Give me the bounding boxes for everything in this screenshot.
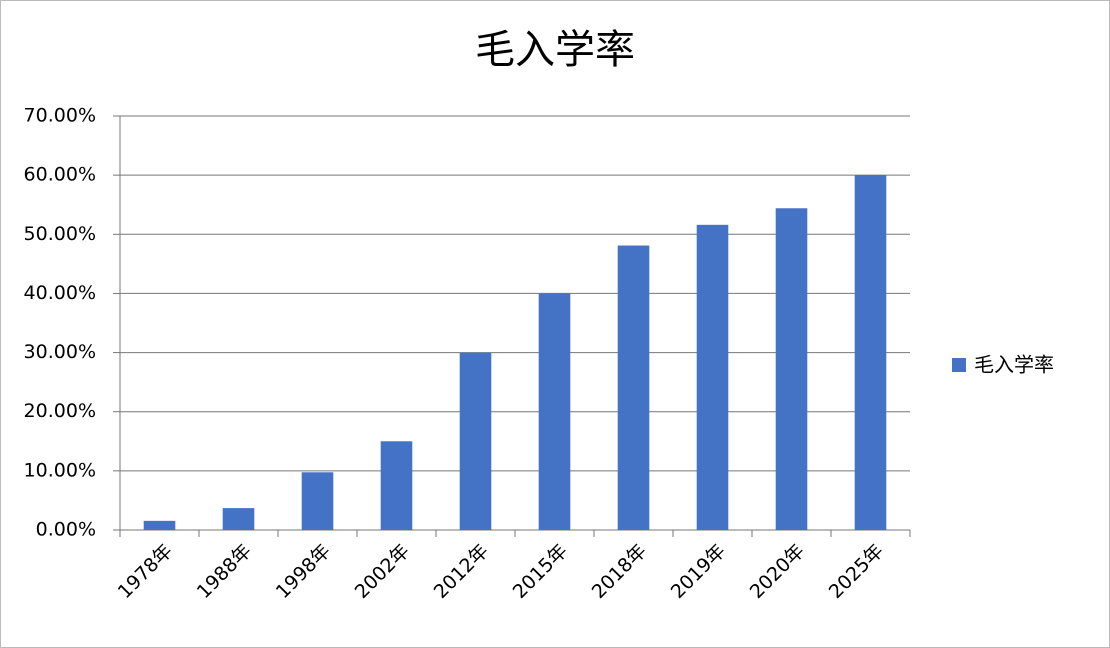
y-tick-label: 10.00%	[24, 459, 96, 481]
y-tick-label: 0.00%	[36, 519, 96, 541]
legend-label: 毛入学率	[974, 353, 1054, 377]
legend-swatch	[952, 358, 966, 372]
y-tick-label: 40.00%	[24, 282, 96, 304]
bar	[854, 175, 887, 530]
bar	[143, 520, 176, 530]
y-tick-label: 50.00%	[24, 223, 96, 245]
bar	[538, 293, 571, 530]
bar	[380, 441, 413, 530]
y-tick-label: 60.00%	[24, 164, 96, 186]
bar	[301, 472, 334, 530]
bar	[222, 508, 255, 530]
bar	[617, 245, 650, 530]
bar	[775, 208, 808, 530]
y-tick-label: 20.00%	[24, 400, 96, 422]
bar	[459, 352, 492, 530]
bar	[696, 224, 729, 530]
y-tick-label: 70.00%	[24, 105, 96, 127]
y-tick-label: 30.00%	[24, 341, 96, 363]
chart-title: 毛入学率	[475, 27, 635, 73]
